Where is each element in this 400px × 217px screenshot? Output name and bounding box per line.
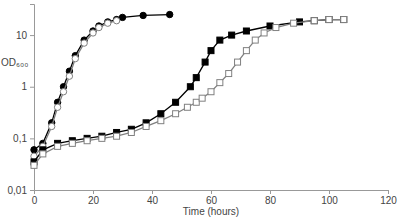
data-point — [143, 123, 149, 129]
x-tick-label: 20 — [88, 195, 100, 206]
y-tick: 1 — [21, 81, 34, 92]
data-point — [235, 59, 241, 65]
data-point — [193, 99, 199, 105]
y-tick-label: 0,1 — [13, 133, 27, 144]
x-axis: 0 20 40 60 80 100 120 — [32, 190, 398, 206]
y-axis: 0,01 0,1 1 10 — [8, 5, 35, 196]
x-tick: 60 — [206, 190, 218, 206]
y-tick-mark — [30, 190, 34, 191]
data-point — [99, 135, 105, 141]
data-point — [66, 73, 72, 79]
series-line — [34, 21, 117, 157]
x-tick: 40 — [147, 190, 159, 206]
data-point — [341, 17, 347, 23]
data-point — [114, 133, 120, 139]
x-tick-mark — [152, 190, 153, 194]
data-point — [158, 118, 164, 124]
data-point — [226, 71, 232, 77]
data-point — [140, 12, 146, 18]
data-point — [326, 17, 332, 23]
data-point — [49, 123, 55, 129]
x-tick-label: 120 — [380, 195, 397, 206]
data-point — [341, 17, 347, 23]
y-tick-label: 0,01 — [8, 185, 28, 196]
y-axis-title: OD₆₀₀ — [1, 57, 28, 68]
x-axis-title: Time (hours) — [183, 206, 239, 217]
x-tick: 20 — [88, 190, 100, 206]
chart: 0 20 40 60 80 100 120 0,01 0,1 1 10 Time (hours) OD₆… — [0, 0, 400, 217]
data-point — [158, 111, 164, 117]
x-tick: 100 — [321, 190, 338, 206]
x-tick-mark — [388, 190, 389, 194]
x-tick-mark — [211, 190, 212, 194]
data-point — [243, 28, 249, 34]
series-line — [34, 20, 344, 162]
data-point — [326, 17, 332, 23]
x-tick-label: 40 — [147, 195, 159, 206]
data-point — [184, 104, 190, 110]
series-line — [34, 20, 344, 166]
y-tick-label: 10 — [16, 30, 28, 41]
data-point — [173, 99, 179, 105]
y-tick: 0,1 — [13, 133, 34, 144]
data-point — [81, 40, 87, 46]
data-point — [243, 48, 249, 54]
data-point — [60, 89, 66, 95]
x-tick: 80 — [265, 190, 277, 206]
series-line — [34, 15, 170, 150]
data-point — [273, 25, 279, 31]
data-point — [128, 129, 134, 135]
y-tick-mark — [30, 138, 34, 139]
y-tick-mark — [30, 87, 34, 88]
data-point — [311, 18, 317, 24]
data-point — [208, 48, 214, 54]
data-point — [31, 147, 37, 153]
data-point — [217, 80, 223, 86]
marks — [31, 11, 347, 168]
data-point — [84, 138, 90, 144]
y-tick-mark — [30, 35, 34, 36]
data-point — [217, 37, 223, 43]
data-point — [311, 18, 317, 24]
x-axis-line — [35, 191, 389, 195]
data-point — [208, 89, 214, 95]
data-point — [291, 20, 297, 26]
x-tick: 0 — [32, 190, 38, 206]
data-point — [252, 37, 258, 43]
x-tick-mark — [270, 190, 271, 194]
data-point — [187, 84, 193, 90]
data-point — [55, 143, 61, 149]
x-tick-mark — [93, 190, 94, 194]
data-point — [267, 23, 273, 29]
data-point — [261, 30, 267, 36]
data-point — [113, 17, 119, 23]
data-point — [69, 140, 75, 146]
x-tick-label: 60 — [206, 195, 218, 206]
data-point — [173, 111, 179, 117]
data-point — [119, 14, 125, 20]
x-tick: 120 — [380, 190, 397, 206]
y-tick: 10 — [16, 30, 34, 41]
x-tick-label: 80 — [265, 195, 277, 206]
data-point — [105, 20, 111, 26]
data-point — [229, 32, 235, 38]
data-point — [199, 95, 205, 101]
data-point — [202, 59, 208, 65]
data-point — [31, 162, 37, 168]
data-point — [72, 55, 78, 61]
y-tick-label: 1 — [21, 81, 27, 92]
y-tick: 0,01 — [8, 185, 34, 196]
x-tick-label: 0 — [32, 195, 38, 206]
data-point — [54, 104, 60, 110]
x-tick-label: 100 — [321, 195, 338, 206]
data-point — [40, 151, 46, 157]
data-point — [96, 24, 102, 30]
data-point — [193, 75, 199, 81]
data-point — [90, 30, 96, 36]
plot: 0 20 40 60 80 100 120 0,01 0,1 1 10 — [8, 5, 398, 207]
data-point — [167, 11, 173, 17]
x-tick-mark — [329, 190, 330, 194]
